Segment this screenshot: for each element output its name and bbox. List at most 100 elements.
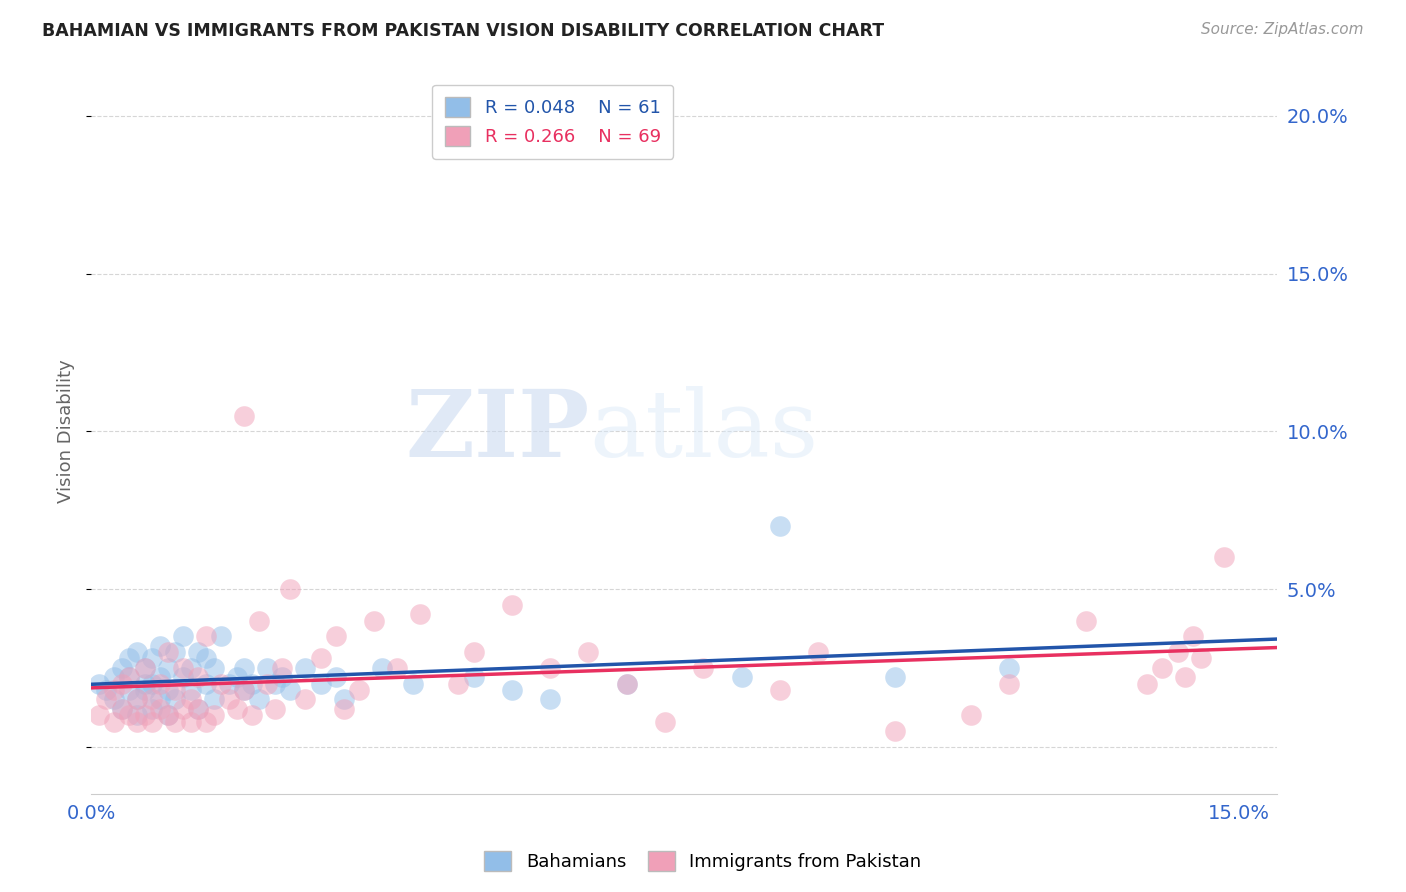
- Text: atlas: atlas: [589, 386, 818, 476]
- Point: [96, 692, 118, 706]
- Point: [202, 708, 225, 723]
- Point: [149, 639, 172, 653]
- Point: [202, 692, 225, 706]
- Point: [134, 661, 156, 675]
- Point: [209, 629, 232, 643]
- Point: [180, 692, 202, 706]
- Point: [134, 661, 156, 675]
- Point: [149, 676, 172, 690]
- Point: [187, 702, 209, 716]
- Point: [165, 645, 187, 659]
- Point: [332, 702, 354, 716]
- Point: [538, 692, 561, 706]
- Point: [141, 651, 163, 665]
- Point: [165, 683, 187, 698]
- Point: [294, 661, 316, 675]
- Point: [325, 670, 347, 684]
- Point: [172, 629, 194, 643]
- Point: [125, 645, 148, 659]
- Point: [998, 676, 1021, 690]
- Point: [249, 692, 271, 706]
- Point: [134, 708, 156, 723]
- Legend: Bahamians, Immigrants from Pakistan: Bahamians, Immigrants from Pakistan: [477, 844, 929, 879]
- Point: [87, 676, 110, 690]
- Point: [463, 645, 485, 659]
- Point: [218, 692, 240, 706]
- Point: [111, 702, 134, 716]
- Point: [134, 676, 156, 690]
- Point: [256, 676, 278, 690]
- Point: [96, 683, 118, 698]
- Point: [118, 670, 141, 684]
- Point: [141, 676, 163, 690]
- Point: [447, 676, 470, 690]
- Point: [103, 683, 125, 698]
- Point: [218, 676, 240, 690]
- Point: [309, 676, 332, 690]
- Point: [118, 683, 141, 698]
- Point: [225, 702, 247, 716]
- Point: [730, 670, 752, 684]
- Point: [149, 692, 172, 706]
- Point: [883, 670, 905, 684]
- Point: [111, 676, 134, 690]
- Point: [118, 670, 141, 684]
- Point: [249, 614, 271, 628]
- Point: [180, 683, 202, 698]
- Point: [134, 683, 156, 698]
- Point: [278, 582, 301, 596]
- Point: [256, 661, 278, 675]
- Point: [111, 702, 134, 716]
- Point: [294, 692, 316, 706]
- Point: [180, 661, 202, 675]
- Point: [1167, 645, 1189, 659]
- Point: [156, 708, 179, 723]
- Point: [118, 651, 141, 665]
- Point: [578, 645, 600, 659]
- Point: [654, 714, 676, 729]
- Text: Source: ZipAtlas.com: Source: ZipAtlas.com: [1201, 22, 1364, 37]
- Point: [172, 702, 194, 716]
- Point: [332, 692, 354, 706]
- Point: [240, 676, 263, 690]
- Text: ZIP: ZIP: [405, 386, 589, 476]
- Point: [103, 670, 125, 684]
- Point: [807, 645, 830, 659]
- Point: [883, 723, 905, 738]
- Point: [501, 683, 523, 698]
- Point: [172, 661, 194, 675]
- Point: [103, 692, 125, 706]
- Text: BAHAMIAN VS IMMIGRANTS FROM PAKISTAN VISION DISABILITY CORRELATION CHART: BAHAMIAN VS IMMIGRANTS FROM PAKISTAN VIS…: [42, 22, 884, 40]
- Point: [401, 676, 423, 690]
- Legend: R = 0.048    N = 61, R = 0.266    N = 69: R = 0.048 N = 61, R = 0.266 N = 69: [432, 85, 673, 159]
- Point: [960, 708, 983, 723]
- Point: [194, 714, 217, 729]
- Point: [156, 708, 179, 723]
- Point: [1152, 661, 1174, 675]
- Point: [125, 714, 148, 729]
- Point: [271, 661, 294, 675]
- Point: [87, 708, 110, 723]
- Point: [187, 645, 209, 659]
- Point: [463, 670, 485, 684]
- Point: [111, 661, 134, 675]
- Point: [233, 409, 256, 423]
- Point: [172, 670, 194, 684]
- Point: [616, 676, 638, 690]
- Point: [1174, 670, 1197, 684]
- Point: [263, 702, 285, 716]
- Point: [202, 661, 225, 675]
- Point: [187, 670, 209, 684]
- Point: [538, 661, 561, 675]
- Point: [194, 629, 217, 643]
- Point: [165, 692, 187, 706]
- Y-axis label: Vision Disability: Vision Disability: [58, 359, 75, 503]
- Point: [125, 692, 148, 706]
- Point: [769, 683, 792, 698]
- Point: [309, 651, 332, 665]
- Point: [1189, 651, 1212, 665]
- Point: [263, 676, 285, 690]
- Point: [156, 683, 179, 698]
- Point: [998, 661, 1021, 675]
- Point: [387, 661, 409, 675]
